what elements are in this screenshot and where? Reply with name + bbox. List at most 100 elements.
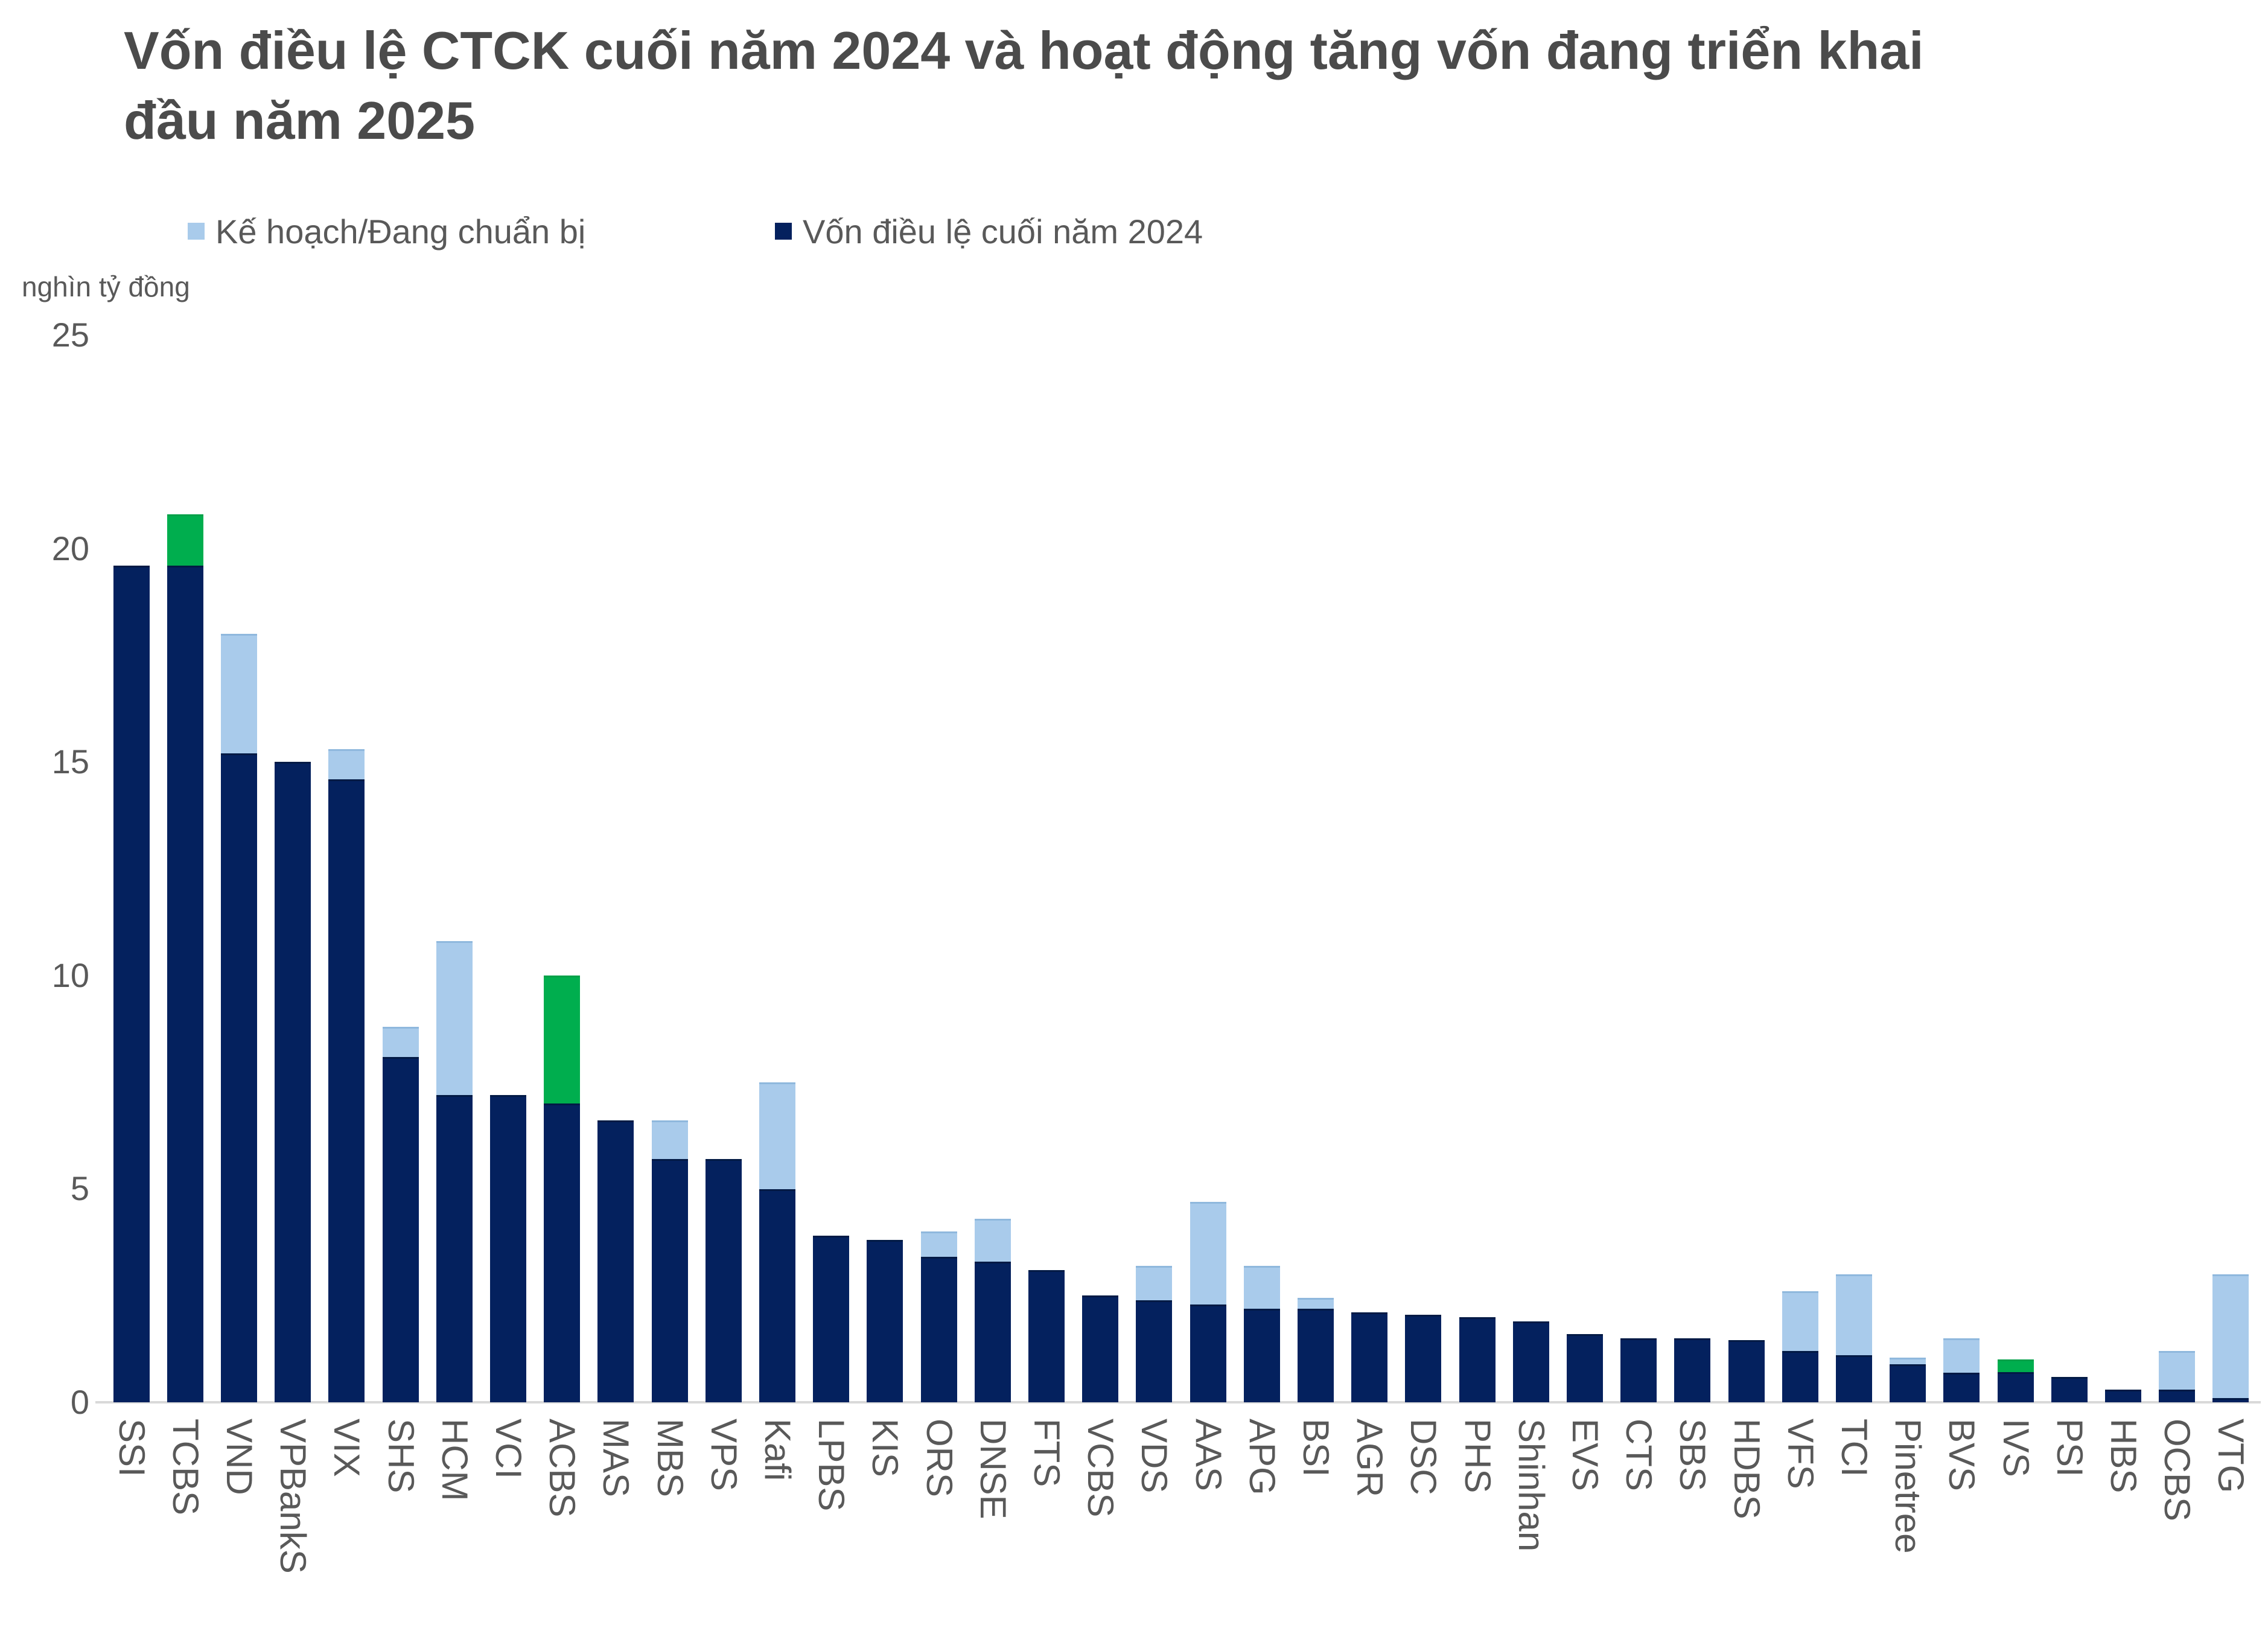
x-axis-label-VPS: VPS [704,1419,744,1492]
bar-segment-charter-2024 [1890,1364,1926,1402]
bar-segment-charter-2024 [1351,1312,1387,1402]
bar-segment-charter-2024 [1620,1338,1657,1402]
x-axis-label-Pinetree: Pinetree [1888,1419,1928,1554]
x-axis-label-VDS: VDS [1134,1419,1174,1493]
bar-segment-charter-2024 [2051,1377,2088,1402]
x-axis-label-Shinhan: Shinhan [1511,1419,1552,1552]
bar-TCI [1836,1274,1872,1402]
x-axis-label-PHS: PHS [1457,1419,1498,1493]
bar-segment-charter-2024 [597,1120,634,1402]
x-axis-label-SHS: SHS [381,1419,421,1493]
y-axis-tick: 25 [51,316,89,354]
x-axis-label-DSC: DSC [1403,1419,1444,1495]
y-axis-tick: 20 [51,529,89,567]
x-axis-label-OCBS: OCBS [2157,1419,2197,1522]
bar-TCBS [167,514,203,1402]
bar-segment-charter-2024 [1674,1338,1710,1402]
bar-segment-charter-2024 [383,1057,419,1402]
legend-swatch-plan [188,223,205,240]
x-axis-line [95,1401,2261,1404]
bar-EVS [1567,1334,1603,1402]
bar-segment-charter-2024 [1082,1295,1118,1402]
bar-VTG [2212,1274,2249,1402]
chart-title: Vốn điều lệ CTCK cuối năm 2024 và hoạt đ… [124,21,1924,151]
bar-segment-charter-2024 [490,1095,526,1402]
chart-legend: Kế hoạch/Đang chuẩn bị Vốn điều lệ cuối … [0,210,2268,252]
bar-segment-charter-2024 [221,753,257,1402]
bar-MBS [652,1120,688,1402]
bar-DSC [1405,1315,1441,1402]
bar-segment-charter-2024 [1782,1351,1818,1402]
x-axis-label-ORS: ORS [919,1419,960,1498]
x-axis-label-HDBS: HDBS [1727,1419,1767,1519]
bar-segment-plan [2212,1274,2249,1398]
x-axis-label-KIS: KIS [865,1419,905,1477]
bar-SSI [113,566,150,1402]
bar-ACBS [544,976,580,1402]
bar-segment-plan [383,1027,419,1057]
x-axis-label-VTG: VTG [2211,1419,2251,1493]
bar-segment-charter-2024 [328,779,365,1402]
x-axis-label-MBS: MBS [650,1419,690,1498]
x-axis-label-EVS: EVS [1565,1419,1605,1492]
bar-Kafi [759,1082,795,1402]
y-axis-tick: 15 [51,742,89,781]
bar-HBS [2105,1390,2141,1402]
x-axis-label-VCBS: VCBS [1080,1419,1121,1518]
x-axis-label-TCI: TCI [1834,1419,1875,1477]
x-axis-label-LPBS: LPBS [811,1419,852,1512]
bar-VPS [706,1159,742,1402]
x-axis-label-SBS: SBS [1672,1419,1713,1492]
bar-VND [221,634,257,1402]
bar-IVS [1998,1359,2034,1402]
bar-VDS [1136,1266,1172,1402]
bar-VCI [490,1095,526,1402]
bar-LPBS [813,1236,849,1402]
x-axis-label-HCM: HCM [435,1419,475,1501]
y-axis-tick: 10 [51,956,89,994]
bar-FTS [1028,1270,1065,1402]
bar-segment-charter-2024 [1943,1373,1980,1402]
bar-segment-plan [1943,1338,1980,1373]
bar-segment-charter-2024 [1244,1309,1280,1402]
bar-segment-plan [1890,1358,1926,1364]
bar-VIX [328,749,365,1402]
bar-segment-charter-2024 [2212,1398,2249,1402]
x-axis-label-VND: VND [219,1419,260,1495]
x-axis-label-AGR: AGR [1349,1419,1390,1498]
x-axis-label-ACBS: ACBS [542,1419,582,1518]
bar-segment-charter-2024 [1513,1321,1549,1402]
bar-OCBS [2159,1351,2195,1402]
bar-segment-charter-2024 [921,1257,957,1402]
bar-HCM [436,941,473,1402]
x-axis-label-IVS: IVS [1996,1419,2036,1477]
x-axis-label-BSI: BSI [1296,1419,1336,1477]
bar-segment-charter-2024 [706,1159,742,1402]
x-axis-label-APG: APG [1242,1419,1282,1495]
bar-segment-plan [1782,1291,1818,1351]
bar-CTS [1620,1338,1657,1402]
bar-SHS [383,1027,419,1402]
bar-segment-charter-2024 [1836,1355,1872,1402]
bar-AAS [1190,1202,1226,1402]
bar-Shinhan [1513,1321,1549,1402]
bar-segment-charter-2024 [275,762,311,1402]
x-axis-label-DNSE: DNSE [973,1419,1013,1519]
x-axis-label-CTS: CTS [1619,1419,1659,1491]
x-axis-label-Kafi: Kafi [757,1419,798,1481]
bar-segment-charter-2024 [1567,1334,1603,1402]
bar-segment-charter-2024 [1136,1300,1172,1402]
bar-DNSE [975,1219,1011,1402]
bar-segment-charter-2024 [1405,1315,1441,1402]
y-axis-unit-label: nghìn tỷ đồng [22,271,190,302]
bar-segment-plan [1190,1202,1226,1305]
legend-label-plan: Kế hoạch/Đang chuẩn bị [215,212,586,251]
bar-segment-charter-2024 [1298,1309,1334,1402]
bar-segment-plan [921,1231,957,1257]
bar-segment-plan [1136,1266,1172,1300]
bar-ORS [921,1231,957,1402]
bar-segment-plan [1244,1266,1280,1309]
bar-VFS [1782,1291,1818,1402]
bar-segment-charter-2024 [813,1236,849,1402]
